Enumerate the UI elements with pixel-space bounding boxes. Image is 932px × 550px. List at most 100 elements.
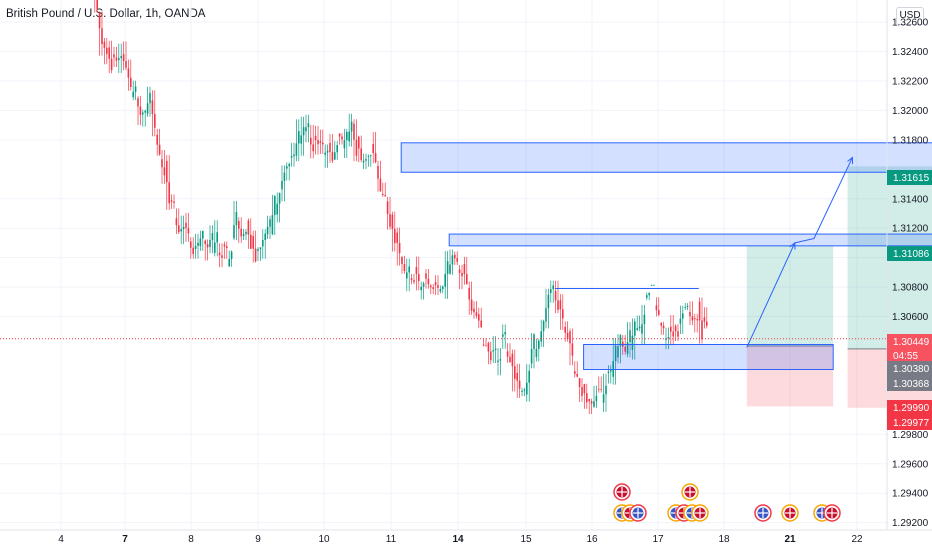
candle-body (142, 112, 144, 115)
candle-body (118, 58, 120, 61)
candle-body (317, 140, 319, 145)
candle-body (480, 320, 482, 327)
candle-body (218, 252, 221, 256)
candle-series (94, 0, 708, 414)
candle-body (562, 309, 564, 319)
candle-body (238, 220, 240, 229)
candle-body (182, 227, 185, 230)
candle-body (202, 230, 204, 239)
candle-body (350, 121, 353, 132)
candle-body (463, 264, 466, 275)
candle-body (120, 56, 122, 59)
candle-body (665, 338, 667, 341)
candle-body (660, 323, 662, 326)
candle-body (641, 324, 643, 334)
candle-body (180, 229, 182, 232)
candle-body (607, 371, 610, 374)
candle-body (192, 247, 194, 255)
candle-body (132, 91, 134, 98)
candle-body (230, 251, 233, 259)
candle-body (590, 401, 593, 404)
candle-body (478, 314, 480, 321)
resistance-zone (448, 233, 932, 247)
candle-body (430, 285, 432, 288)
candle-body (451, 255, 454, 265)
candle-body (694, 318, 696, 320)
candle-body (552, 285, 554, 290)
candle-body (319, 141, 322, 143)
price-tag (887, 246, 932, 261)
candle-body (566, 332, 569, 339)
candle-body (362, 160, 365, 163)
candle-body (245, 232, 247, 235)
candle-body (490, 351, 492, 361)
candle-body (418, 274, 420, 281)
candle-body (679, 318, 682, 324)
candle-body (602, 394, 605, 403)
candle-body (370, 155, 372, 157)
candle-body (576, 373, 578, 377)
candle-body (257, 249, 259, 251)
currency-button[interactable]: USD (896, 7, 924, 25)
candle-body (634, 321, 636, 336)
candle-body (149, 92, 151, 104)
x-tick-label: 11 (386, 534, 397, 545)
candle-body (504, 331, 506, 335)
y-tick-label: 1.32400 (892, 47, 929, 58)
candle-body (115, 57, 118, 61)
candle-body (96, 0, 98, 10)
candle-body (650, 285, 653, 286)
candle-body (290, 156, 293, 158)
supply-zone (400, 142, 932, 173)
candle-body (348, 131, 350, 142)
candle-body (547, 294, 550, 309)
candle-body (458, 269, 461, 273)
candle-body (533, 334, 535, 349)
y-tick-label: 1.29200 (892, 518, 929, 529)
x-tick-label: 21 (784, 534, 796, 545)
price-tag-label: 1.29977 (893, 418, 930, 429)
candle-body (386, 201, 389, 215)
candle-body (247, 220, 250, 235)
candle-body (197, 242, 199, 246)
candle-body (415, 267, 418, 275)
candle-body (586, 393, 588, 403)
candle-body (166, 160, 168, 183)
candle-body (250, 234, 252, 249)
candle-body (298, 131, 300, 144)
price-tag-label: 1.30380 (893, 364, 930, 375)
candle-body (324, 152, 326, 155)
candle-body (624, 346, 626, 352)
candle-body (168, 182, 170, 204)
candle-body (398, 242, 401, 254)
trend-arrow-segment (794, 238, 815, 244)
candle-body (403, 263, 406, 272)
candle-body (146, 103, 149, 114)
candle-body (619, 335, 622, 347)
candle-body (178, 225, 180, 233)
candle-body (151, 100, 154, 115)
candle-body (610, 370, 612, 372)
candle-body (223, 244, 226, 247)
time-axis: 4 7 8 9 10 11 14 15 16 17 18 21 22 (58, 534, 863, 545)
candle-body (449, 264, 451, 274)
candle-body (600, 389, 602, 391)
price-tag (887, 400, 932, 415)
candle-body (240, 228, 242, 237)
candle-body (518, 380, 521, 389)
price-tag (887, 334, 932, 364)
price-tag (887, 361, 932, 376)
candle-body (293, 154, 295, 157)
candle-body (672, 331, 674, 337)
candle-body (374, 152, 377, 163)
candle-body (658, 310, 660, 315)
candle-body (300, 135, 302, 144)
candle-body (307, 123, 310, 128)
candle-body (482, 344, 485, 346)
price-tag-label: 1.29990 (893, 403, 930, 414)
candle-body (322, 142, 324, 145)
candle-body (614, 345, 617, 362)
y-tick-label: 1.31800 (892, 135, 929, 146)
candle-body (485, 345, 487, 347)
